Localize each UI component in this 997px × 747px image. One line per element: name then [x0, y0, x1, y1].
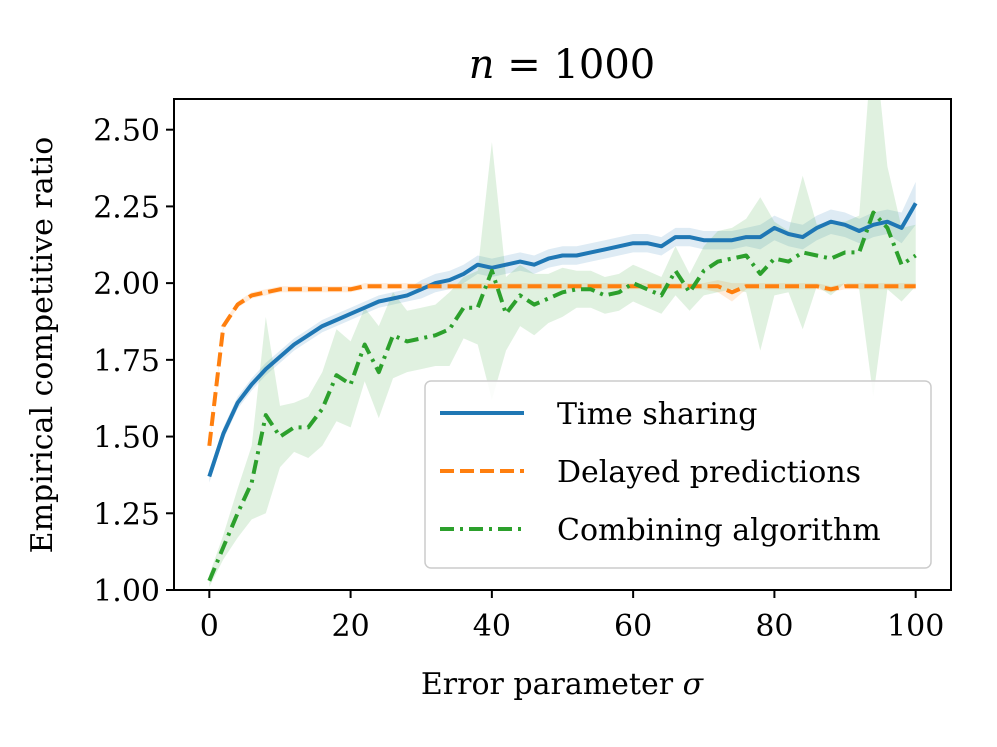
- x-tick-label: 60: [614, 609, 652, 644]
- legend-box: [424, 380, 932, 569]
- y-axis-label: Empirical competitive ratio: [25, 137, 60, 554]
- line-series-3: [207, 210, 917, 582]
- x-tick-label: 20: [331, 609, 369, 644]
- y-tick-label: 1.75: [93, 344, 160, 379]
- y-tick-label: 1.00: [93, 574, 160, 609]
- legend: Time sharing Delayed predictions Combining…: [424, 380, 932, 569]
- series-lines: [207, 202, 918, 582]
- y-tick-label: 1.25: [93, 497, 160, 532]
- x-axis-label: Error parameter σ: [421, 667, 705, 702]
- x-tick-label: 40: [473, 609, 511, 644]
- legend-label-series-3: Combining algorithm: [557, 513, 881, 548]
- y-tick-label: 2.25: [93, 190, 160, 225]
- x-tick-label: 0: [200, 609, 219, 644]
- band-series-3: [209, 99, 916, 587]
- x-axis-label-text: Error parameter: [421, 667, 674, 702]
- confidence-bands: [209, 99, 916, 587]
- x-tick-label: 80: [755, 609, 793, 644]
- chart-title-variable: n: [469, 42, 495, 88]
- y-axis: 1.00 1.25 1.50 1.75 2.00 2.25 2.50: [93, 114, 174, 609]
- y-tick-label: 2.00: [93, 267, 160, 302]
- plot-frame: [173, 98, 952, 591]
- legend-label-series-2: Delayed predictions: [557, 455, 861, 490]
- legend-label-series-1: Time sharing: [557, 397, 757, 432]
- chart-title-value: = 1000: [495, 42, 656, 88]
- y-tick-label: 1.50: [93, 421, 160, 456]
- x-axis: 0 20 40 60 80 100: [200, 590, 944, 644]
- chart-title: n = 1000: [469, 42, 656, 88]
- x-axis-label-symbol: σ: [683, 667, 705, 702]
- x-tick-label: 100: [887, 609, 944, 644]
- line-series-1: [207, 202, 918, 478]
- y-tick-label: 2.50: [93, 114, 160, 149]
- line-series-2: [207, 284, 916, 447]
